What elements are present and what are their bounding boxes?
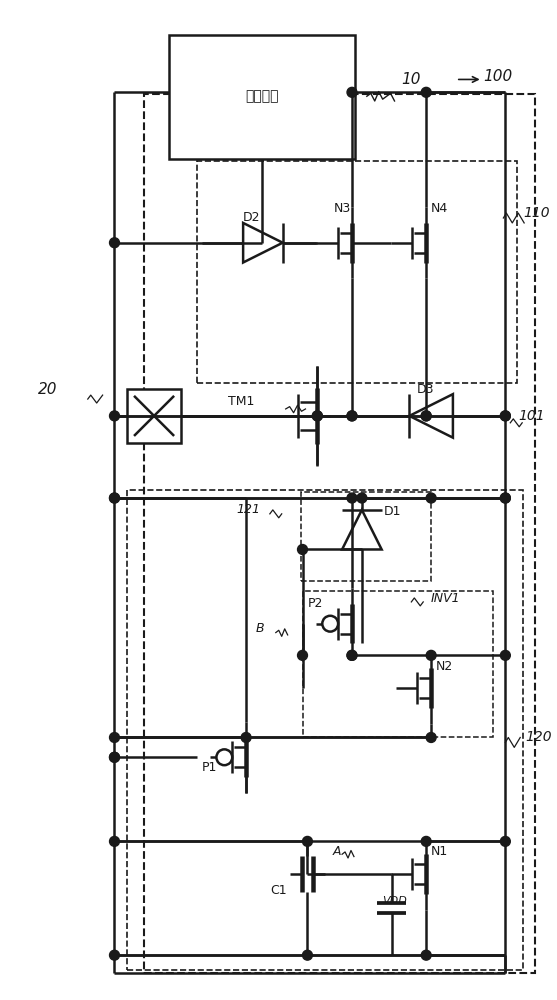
Text: A: A <box>332 845 341 858</box>
Circle shape <box>421 836 431 846</box>
Text: N4: N4 <box>431 202 448 215</box>
Circle shape <box>312 411 323 421</box>
Text: D1: D1 <box>384 505 401 518</box>
Circle shape <box>347 650 357 660</box>
Bar <box>197 161 517 383</box>
Text: TM1: TM1 <box>228 395 255 408</box>
Circle shape <box>500 493 510 503</box>
Text: 101: 101 <box>518 409 545 423</box>
Circle shape <box>110 411 119 421</box>
Circle shape <box>500 493 510 503</box>
Bar <box>144 94 535 973</box>
Circle shape <box>297 545 307 554</box>
Circle shape <box>110 238 119 248</box>
Circle shape <box>357 493 367 503</box>
Circle shape <box>347 411 357 421</box>
Circle shape <box>421 411 431 421</box>
Text: N2: N2 <box>436 660 453 673</box>
Text: B: B <box>256 622 265 635</box>
Text: N1: N1 <box>431 845 448 858</box>
Text: 100: 100 <box>483 69 513 84</box>
Circle shape <box>500 650 510 660</box>
Bar <box>302 591 494 737</box>
Bar <box>128 389 181 443</box>
Text: 120: 120 <box>525 730 552 744</box>
Circle shape <box>302 836 312 846</box>
Circle shape <box>421 411 431 421</box>
Text: C1: C1 <box>270 884 286 897</box>
Circle shape <box>110 836 119 846</box>
Circle shape <box>500 411 510 421</box>
Circle shape <box>347 650 357 660</box>
Text: P2: P2 <box>307 597 323 610</box>
Bar <box>128 490 523 970</box>
Circle shape <box>110 752 119 762</box>
Circle shape <box>312 411 323 421</box>
Circle shape <box>500 836 510 846</box>
Circle shape <box>110 733 119 742</box>
Circle shape <box>500 411 510 421</box>
Circle shape <box>347 411 357 421</box>
Text: 110: 110 <box>523 206 550 220</box>
Circle shape <box>421 950 431 960</box>
Text: N3: N3 <box>334 202 351 215</box>
Text: 121: 121 <box>236 503 260 516</box>
Circle shape <box>347 87 357 97</box>
Circle shape <box>110 493 119 503</box>
Text: 20: 20 <box>38 382 58 397</box>
Bar <box>301 492 431 581</box>
Circle shape <box>110 752 119 762</box>
Text: P1: P1 <box>202 761 217 774</box>
Circle shape <box>302 950 312 960</box>
Circle shape <box>110 493 119 503</box>
Circle shape <box>426 733 436 742</box>
Text: 10: 10 <box>402 72 421 87</box>
Circle shape <box>421 87 431 97</box>
Circle shape <box>241 733 251 742</box>
Text: VDD: VDD <box>382 896 407 906</box>
Circle shape <box>297 650 307 660</box>
Text: 内部电路: 内部电路 <box>245 89 278 103</box>
Circle shape <box>110 950 119 960</box>
Circle shape <box>426 493 436 503</box>
Circle shape <box>347 493 357 503</box>
Text: INV1: INV1 <box>431 592 461 605</box>
Bar <box>169 35 355 159</box>
Text: D3: D3 <box>416 383 434 396</box>
Text: D2: D2 <box>243 211 261 224</box>
Circle shape <box>426 650 436 660</box>
